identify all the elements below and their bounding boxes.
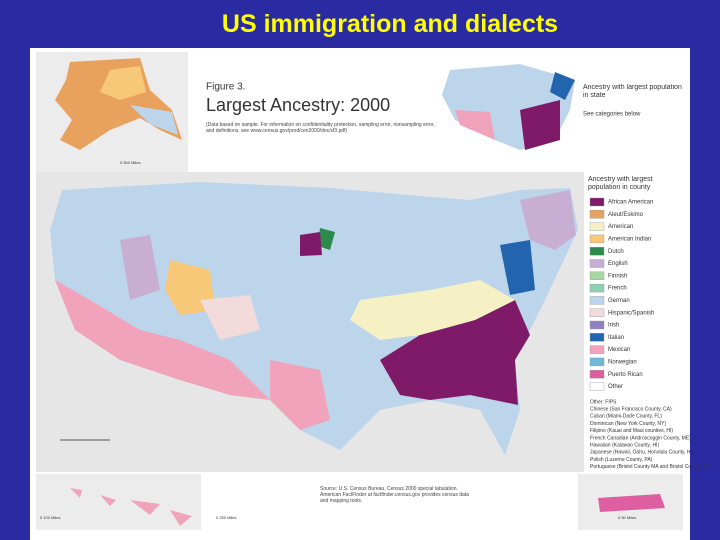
legend-label: African American xyxy=(608,200,653,206)
notes: Other: FIPS Chinese (San Francisco County… xyxy=(590,399,710,470)
legend-label: Finnish xyxy=(608,273,627,279)
source-text: Source: U.S. Census Bureau, Census 2000 … xyxy=(320,486,469,504)
state-inset-region xyxy=(520,100,560,150)
hawaii-inset xyxy=(36,474,201,530)
figure-label: Figure 3. xyxy=(206,82,245,93)
legend-label: Aleut/Eskimo xyxy=(608,212,644,218)
region-dutch xyxy=(318,228,335,250)
note-line: Portuguese (Bristol County MA and Bristo… xyxy=(590,464,710,470)
legend-swatch xyxy=(589,357,605,367)
note-line: Filipino (Kauai and Maui counties, HI) xyxy=(590,428,673,434)
legend-swatch xyxy=(589,320,605,330)
region-mexican xyxy=(270,360,330,430)
legend-label: Italian xyxy=(608,335,624,341)
legend-label: Dutch xyxy=(608,249,624,255)
legend-label: American Indian xyxy=(608,236,651,242)
note-line: Japanese (Hawaii, Oahu, Honolulu County,… xyxy=(590,450,694,456)
region-american xyxy=(350,280,515,340)
puerto-rico-shape xyxy=(598,494,665,512)
legend-swatch xyxy=(589,210,605,219)
legend-swatch xyxy=(589,370,605,379)
region-african-american xyxy=(380,300,530,405)
scale-label: 0 50 Miles xyxy=(618,515,636,520)
slide-title: US immigration and dialects xyxy=(221,10,559,38)
legend-label: Puerto Rican xyxy=(608,372,643,378)
legend-swatch xyxy=(589,259,605,268)
scale-label: 0 100 Miles xyxy=(40,515,60,520)
figure-title: Largest Ancestry: 2000 xyxy=(206,95,390,115)
legend-label: French xyxy=(608,286,627,292)
alaska-shape xyxy=(55,58,182,150)
figure-note-box: (Data based on sample. For information o… xyxy=(206,122,435,134)
legend-label: American xyxy=(608,224,633,230)
alaska-region xyxy=(130,105,178,135)
legend-swatch xyxy=(589,333,605,342)
region-english xyxy=(120,235,160,300)
note-line: Polish (Luzerne County, PA) xyxy=(590,457,653,463)
note-line: Dominican (New York County, NY) xyxy=(590,421,666,427)
legend-label: Mexican xyxy=(608,347,630,353)
scale-label: 0 250 Miles xyxy=(216,515,236,520)
region-african-american xyxy=(300,232,322,256)
county-legend-title: Ancestry with largest population in coun… xyxy=(588,176,653,191)
legend-swatch xyxy=(589,271,605,280)
state-inset-region xyxy=(455,110,495,140)
region-hispanic xyxy=(200,295,260,340)
scale-label: 0 500 Miles xyxy=(120,160,140,165)
note-line: Cuban (Miami-Dade County, FL) xyxy=(590,414,662,420)
alaska-region xyxy=(100,66,146,100)
legend-label: Irish xyxy=(608,323,619,329)
region-italian xyxy=(500,240,535,295)
legend-label: Other xyxy=(608,384,623,390)
note-line: French Canadian (Androscoggin County, ME… xyxy=(590,435,691,441)
legend-label: Norwegian xyxy=(608,359,637,365)
legend-label: Hispanic/Spanish xyxy=(608,310,654,316)
state-inset-region xyxy=(550,72,575,100)
state-legend-subtitle: See categories below xyxy=(583,112,641,118)
source-box: Source: U.S. Census Bureau, Census 2000 … xyxy=(320,486,469,504)
legend-label: German xyxy=(608,298,630,304)
legend-swatch xyxy=(589,197,605,207)
legend-swatch xyxy=(589,222,605,231)
legend-swatch xyxy=(589,308,605,317)
note-line: Other: FIPS xyxy=(590,399,617,405)
legend-swatch xyxy=(589,246,605,256)
region-mexican xyxy=(55,280,270,400)
county-legend-box: Ancestry with largest population in coun… xyxy=(588,176,653,191)
legend-swatch xyxy=(589,296,605,305)
state-legend-box: Ancestry with largest population in stat… xyxy=(583,84,682,99)
legend-label: English xyxy=(608,261,628,267)
region-english xyxy=(520,190,576,250)
note-line: Hawaiian (Kalawao County, HI) xyxy=(590,443,659,449)
county-legend: African American Aleut/Eskimo American Amer… xyxy=(589,197,654,391)
hawaii-shape xyxy=(70,488,192,526)
legend-swatch xyxy=(589,283,605,293)
figure-note: (Data based on sample. For information o… xyxy=(206,122,435,134)
note-line: Chinese (San Francisco County, CA) xyxy=(590,407,672,413)
state-legend-title: Ancestry with largest population in stat… xyxy=(583,84,682,99)
legend-swatch xyxy=(589,382,605,391)
legend-swatch xyxy=(589,345,605,354)
legend-swatch xyxy=(589,234,605,244)
